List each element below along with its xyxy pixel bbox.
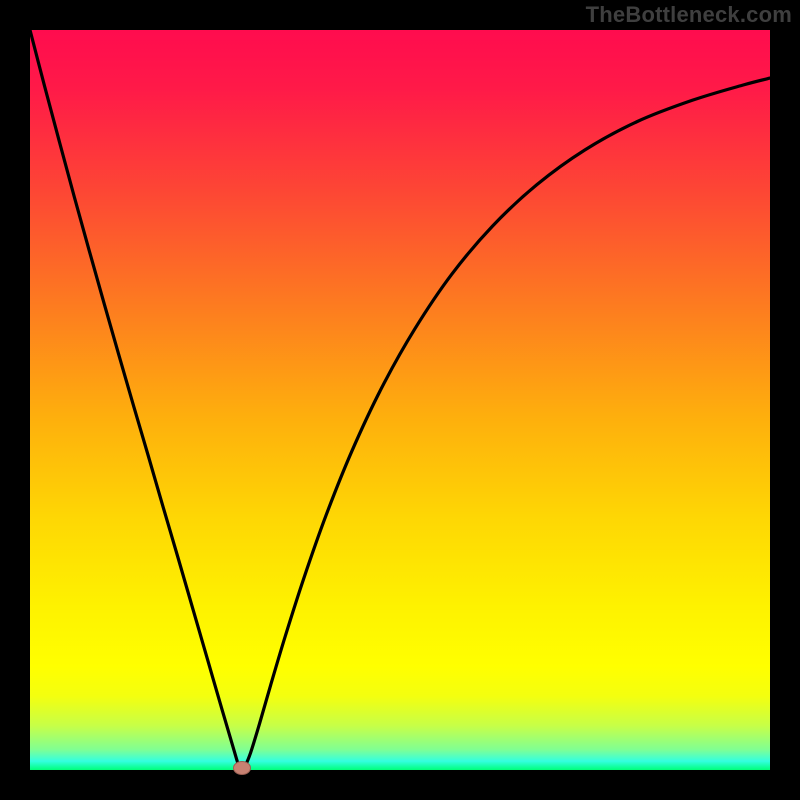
- optimum-marker: [233, 761, 251, 775]
- attribution-text: TheBottleneck.com: [586, 2, 792, 28]
- chart-frame: TheBottleneck.com: [0, 0, 800, 800]
- bottleneck-curve: [0, 0, 800, 800]
